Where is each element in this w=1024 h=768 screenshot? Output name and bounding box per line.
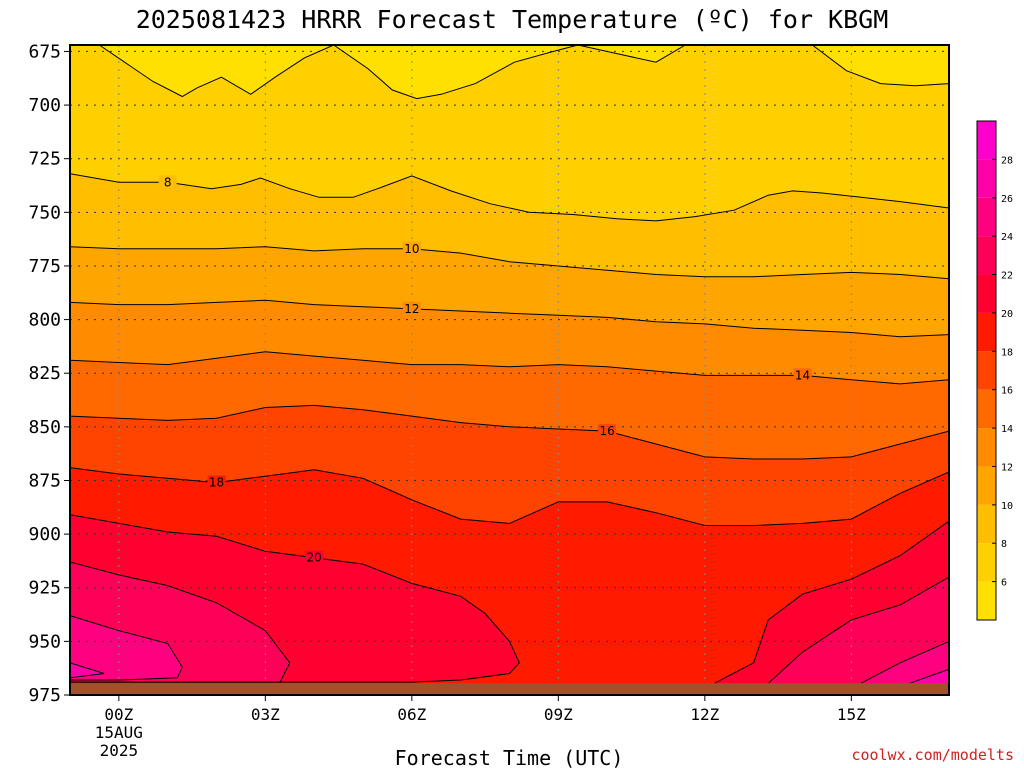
colorbar-band — [977, 581, 996, 620]
colorbar-band — [977, 389, 996, 429]
contour-line-26 — [70, 662, 105, 679]
colorbar-band — [977, 274, 996, 313]
y-tick-label: 700 — [28, 95, 61, 116]
contour-line-20 — [714, 520, 949, 684]
contour-label-bg — [305, 550, 324, 564]
y-tick-label: 725 — [28, 149, 61, 170]
colorbar-band — [977, 428, 996, 467]
y-tick-label: 850 — [28, 417, 61, 438]
y-tick-label: 775 — [28, 256, 61, 277]
contour-line-24 — [860, 640, 949, 684]
x-tick-label: 15Z — [837, 705, 866, 724]
contour-line-22 — [70, 561, 291, 683]
colorbar-band — [977, 121, 996, 160]
credit-text: coolwx.com/modelts — [851, 746, 1014, 764]
colorbar: 6 8 10 12 14 16 18 20 22 24 26 28 — [976, 120, 1013, 621]
colorbar-tick-label: 18 — [1001, 347, 1013, 358]
contour-label: 8 — [164, 175, 172, 189]
y-tick-label: 825 — [28, 363, 61, 384]
contour-line-6 — [811, 45, 949, 87]
colorbar-frame — [976, 120, 997, 621]
colorbar-tick-label: 24 — [1001, 232, 1013, 243]
contour-label: 12 — [404, 302, 419, 316]
y-tick-label: 950 — [28, 631, 61, 652]
colorbar-band — [977, 312, 996, 352]
contour-label: 18 — [209, 476, 224, 490]
colorbar-tick-label: 28 — [1001, 155, 1013, 166]
colorbar-tick-label: 22 — [1001, 271, 1013, 282]
ground-strip — [70, 683, 949, 695]
temperature-band — [812, 45, 949, 86]
contour-label-bg — [158, 175, 177, 189]
contour-label-bg — [402, 301, 421, 315]
x-tick-label: 00Z — [104, 705, 133, 724]
contour-line-6 — [99, 45, 686, 100]
x-tick-label: 06Z — [397, 705, 426, 724]
colorbar-band — [977, 466, 996, 505]
colorbar-band — [977, 351, 996, 390]
y-tick-label: 800 — [28, 310, 61, 331]
plot-frame — [69, 44, 950, 696]
y-tick-label: 925 — [28, 578, 61, 599]
colorbar-tick-label: 6 — [1001, 578, 1007, 589]
colorbar-band — [977, 504, 996, 544]
contour-label: 20 — [307, 551, 322, 565]
contour-label-bg — [207, 475, 226, 489]
contour-label-bg — [598, 424, 617, 438]
y-tick-label: 875 — [28, 470, 61, 491]
y-axis-ticks: 675 700 725 750 775 800 825 850 875 900 925 950 975 — [28, 41, 70, 706]
x-axis-label: Forecast Time (UTC) — [395, 746, 624, 768]
colorbar-tick-label: 26 — [1001, 194, 1013, 205]
colorbar-band — [977, 197, 996, 237]
colorbar-tick-label: 16 — [1001, 386, 1013, 397]
x-tick-label: 12Z — [690, 705, 719, 724]
colorbar-band — [977, 236, 996, 275]
contour-label-bg — [402, 241, 421, 255]
contour-line-10 — [70, 246, 949, 280]
y-tick-label: 750 — [28, 202, 61, 223]
contour-label: 16 — [600, 424, 615, 438]
contour-label: 14 — [795, 368, 810, 382]
y-tick-label: 975 — [28, 685, 61, 706]
colorbar-tick-label: 14 — [1001, 424, 1013, 435]
x-tick-label: 09Z — [544, 705, 573, 724]
temperature-fill-layer — [70, 45, 949, 695]
contour-line-22 — [767, 576, 949, 684]
colorbar-band — [977, 159, 996, 198]
contour-label-bg — [793, 368, 812, 382]
contour-label: 10 — [404, 242, 419, 256]
colorbar-band — [977, 543, 996, 582]
x-tick-year: 2025 — [100, 741, 139, 760]
y-tick-label: 900 — [28, 524, 61, 545]
colorbar-tick-label: 10 — [1001, 501, 1013, 512]
contour-line-26 — [909, 668, 949, 684]
colorbar-tick-label: 20 — [1001, 309, 1013, 320]
temperature-band — [99, 45, 686, 99]
ground-layer — [70, 683, 949, 695]
contour-labels: 8 10 12 14 16 18 20 — [158, 175, 812, 565]
colorbar-tick-label: 8 — [1001, 539, 1007, 550]
temperature-band — [70, 615, 183, 695]
contour-line-24 — [70, 615, 183, 681]
contour-line-8 — [70, 173, 949, 222]
x-tick-date: 15AUG — [95, 723, 143, 742]
contour-line-12 — [70, 299, 949, 338]
x-tick-label: 03Z — [251, 705, 280, 724]
contour-line-16 — [70, 404, 949, 460]
colorbar-tick-label: 12 — [1001, 462, 1013, 473]
chart-title: 2025081423 HRRR Forecast Temperature (ºC… — [136, 5, 889, 34]
plot-area: 8 10 12 14 16 18 20 — [70, 45, 949, 695]
y-tick-label: 675 — [28, 41, 61, 62]
